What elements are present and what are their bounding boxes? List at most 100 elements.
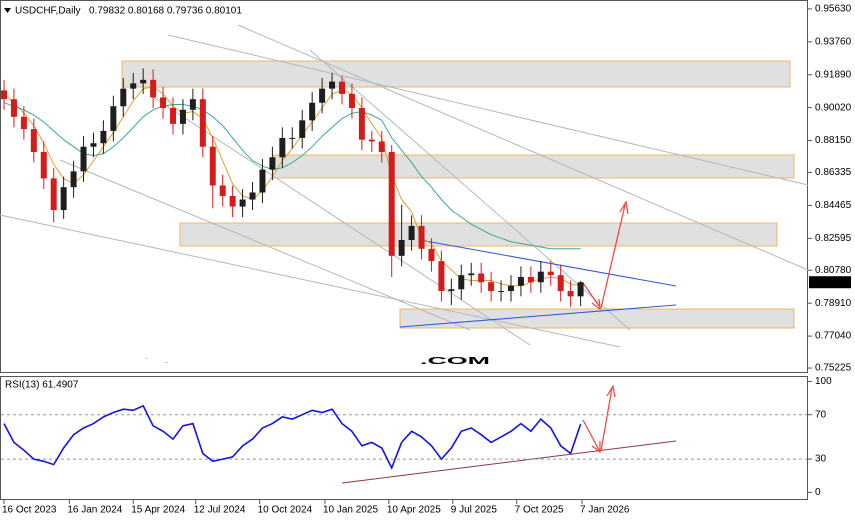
x-tick-label: 9 Jul 2025 [451, 505, 498, 516]
x-tick-label: 16 Jan 2024 [67, 505, 122, 516]
candle-body [358, 108, 365, 140]
trend-line [419, 239, 677, 287]
trend-line [149, 94, 531, 346]
arrow [600, 387, 613, 452]
y-tick-label: 0.82595 [815, 233, 852, 244]
candle-body [219, 185, 226, 197]
candle-body [150, 79, 157, 98]
menu-icon[interactable] [4, 8, 11, 13]
y-tick-label: 0.90020 [815, 102, 852, 113]
trend-line [237, 24, 809, 271]
candle-body [468, 273, 475, 276]
candle-body [169, 108, 176, 124]
candle-body [438, 261, 445, 292]
trend-lines [0, 24, 809, 484]
candle-body [229, 196, 236, 207]
candle-body [338, 81, 345, 94]
arrow [582, 282, 600, 307]
watermark: .COM [420, 356, 490, 367]
candle-body [239, 199, 246, 207]
y-tick-label: 0.84465 [815, 200, 852, 211]
candle-body [40, 152, 47, 179]
arrow-head [591, 441, 601, 454]
candle-body [567, 291, 574, 297]
candle-body [289, 137, 296, 139]
candle-body [418, 225, 425, 249]
candle-body [120, 88, 127, 107]
arrow [582, 419, 600, 451]
candle-body [70, 171, 77, 188]
y-tick-label: 70 [815, 409, 827, 420]
trend-line [399, 304, 677, 328]
rsi-trend-line [341, 440, 677, 484]
trend-line [59, 159, 471, 331]
y-tick-label: 0.88150 [815, 135, 852, 146]
y-tick-label: 0.93760 [815, 36, 852, 47]
candle-body [1, 90, 7, 100]
price-tag-label: 0.80101 [812, 277, 849, 288]
candle-body [60, 187, 67, 211]
candle-body [368, 139, 375, 142]
candle-body [428, 248, 435, 262]
candle-body [100, 130, 107, 144]
zone [179, 222, 778, 247]
trend-line [167, 34, 809, 186]
rsi-title: RSI(13) 61.4907 [5, 380, 79, 391]
arrows [582, 200, 629, 454]
x-tick-label: 10 Apr 2025 [387, 505, 441, 516]
trend-line [309, 49, 631, 331]
candle-body [517, 276, 524, 286]
candle-body [199, 99, 206, 147]
candle-body [398, 240, 405, 256]
candle-body [507, 285, 514, 292]
candle-body [110, 106, 117, 131]
candle-body [179, 109, 186, 124]
zone [272, 154, 795, 179]
candle-body [209, 146, 216, 186]
candle-body [160, 97, 167, 109]
candle-body [577, 282, 584, 297]
candle-body [329, 81, 336, 89]
y-tick-label: 0.95630 [815, 4, 852, 15]
rsi-pane [0, 376, 808, 500]
moving-average [3, 86, 581, 287]
y-tick-label: 0.86335 [815, 167, 852, 178]
candle-body [90, 143, 97, 147]
y-tick-label: 0 [815, 487, 821, 498]
trend-line [0, 214, 621, 348]
x-tick-label: 7 Oct 2025 [515, 505, 564, 516]
candle-body [130, 83, 137, 89]
candle-body [448, 289, 455, 292]
y-tick-label: 0.78910 [815, 298, 852, 309]
x-tick-label: 12 Jul 2024 [194, 505, 246, 516]
zones [121, 60, 795, 329]
y-tick-label: 30 [815, 454, 827, 465]
candle-body [10, 99, 17, 117]
x-tick-label: 10 Oct 2024 [258, 505, 313, 516]
candle-body [378, 141, 385, 153]
candle-body [30, 129, 37, 153]
candle-body [189, 99, 196, 110]
candle-body [478, 273, 485, 283]
moving-average [3, 102, 581, 250]
ohlc-text: 0.79832 0.80168 0.79736 0.80101 [89, 6, 242, 17]
candle-body [537, 271, 544, 283]
candle-body [547, 271, 554, 276]
candle-body [259, 169, 266, 193]
candle-body [388, 152, 395, 256]
candle-body [488, 282, 495, 292]
x-tick-label: 7 Jan 2026 [580, 505, 630, 516]
x-tick-label: 16 Oct 2023 [2, 505, 57, 516]
arrow-head [591, 298, 601, 311]
candle-body [279, 137, 286, 158]
arrow [600, 204, 626, 309]
x-tick-label: 10 Jan 2025 [323, 505, 378, 516]
rsi-line [3, 404, 582, 470]
candle-body [299, 120, 306, 138]
candle-body [269, 157, 276, 170]
x-tick-label: 15 Apr 2024 [131, 505, 185, 516]
price-tag [809, 276, 851, 289]
y-tick-label: 0.77040 [815, 331, 852, 342]
candle-body [348, 93, 355, 109]
